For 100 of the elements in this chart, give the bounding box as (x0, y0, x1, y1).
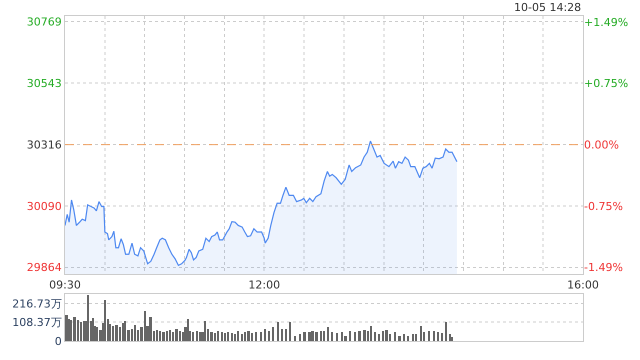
bar (104, 300, 106, 341)
y-tick-label: 30769 (26, 16, 62, 29)
bar (420, 326, 422, 341)
bar (441, 333, 443, 341)
bar (199, 332, 201, 341)
bar (268, 331, 270, 341)
text: 10-05 14:28 (514, 1, 582, 14)
y-tick-label: 30316 (26, 138, 62, 152)
bar (415, 334, 417, 341)
y-tick-label: 30090 (26, 200, 62, 213)
bar (210, 332, 213, 341)
bar (385, 330, 388, 341)
bar (389, 334, 391, 341)
bar (299, 334, 301, 341)
bar (77, 320, 79, 341)
bar (162, 332, 165, 341)
bar (241, 334, 243, 341)
bar (370, 326, 372, 341)
bar (445, 322, 447, 341)
bar (323, 331, 325, 341)
bar (169, 330, 171, 341)
bar (433, 331, 435, 341)
bar (336, 333, 338, 341)
bar (358, 331, 361, 341)
bar (303, 332, 306, 341)
bar (192, 332, 194, 341)
y-tick-label: 108.37万 (12, 316, 62, 330)
bar (260, 332, 262, 341)
bar (112, 326, 114, 341)
y2-tick-label: 0.00% (584, 138, 619, 152)
bar (315, 332, 318, 341)
bar (80, 322, 82, 341)
x-tick-label: 09:30 (49, 278, 81, 292)
bar (412, 334, 414, 341)
bar (115, 325, 118, 341)
bar (327, 327, 329, 341)
bar (134, 325, 136, 341)
bar (156, 330, 158, 341)
bar (244, 332, 246, 341)
bar (73, 317, 76, 341)
bar (83, 321, 85, 341)
bar (398, 336, 401, 341)
bar (255, 332, 257, 341)
bar (204, 321, 206, 341)
y2-tick-label: -0.75% (584, 200, 623, 214)
bar (196, 331, 198, 341)
y-tick-label: 216.73万 (12, 297, 62, 310)
y-tick-label: 0 (54, 334, 62, 348)
bar (277, 322, 279, 341)
bar (247, 331, 250, 341)
bar (217, 331, 219, 341)
y-tick-label: 29864 (26, 261, 62, 274)
bar (124, 321, 126, 341)
bar (289, 322, 291, 341)
bar (437, 332, 439, 341)
bar (187, 319, 189, 341)
bar (221, 332, 223, 341)
bar (234, 334, 236, 341)
bar (320, 331, 322, 341)
bar (451, 337, 453, 341)
bar (354, 332, 356, 341)
bar (122, 323, 124, 341)
bar (92, 318, 94, 341)
bar (231, 333, 233, 341)
bar (214, 333, 216, 341)
bar (96, 327, 98, 341)
bar (87, 295, 89, 341)
bar (144, 311, 146, 341)
bar (65, 315, 68, 341)
bar (331, 332, 333, 341)
bar (251, 333, 253, 341)
x-tick-label: 12:00 (248, 278, 280, 292)
bar (227, 332, 229, 341)
bar (281, 329, 283, 341)
x-tick-label: 16:00 (567, 278, 599, 292)
bar (237, 331, 239, 341)
bar (272, 327, 274, 341)
bar (428, 331, 430, 341)
y2-tick-label: +0.75% (584, 76, 628, 90)
bar (149, 317, 152, 341)
bar (341, 332, 343, 341)
bar (311, 331, 314, 341)
bar (308, 332, 311, 341)
bar (349, 331, 351, 341)
y2-tick-label: -1.49% (584, 261, 623, 274)
y-tick-label: 30543 (26, 76, 62, 90)
y2-tick-label: +1.49% (584, 16, 628, 29)
bar (70, 320, 72, 341)
bar (394, 332, 396, 341)
bar (264, 329, 266, 341)
bar (175, 329, 178, 341)
bar (449, 334, 451, 341)
bar (119, 327, 121, 341)
bar (285, 329, 287, 341)
bar (363, 330, 366, 341)
bar (159, 331, 161, 341)
bar (344, 336, 347, 341)
bar (374, 332, 376, 341)
bar (403, 334, 405, 341)
bar (382, 331, 384, 341)
